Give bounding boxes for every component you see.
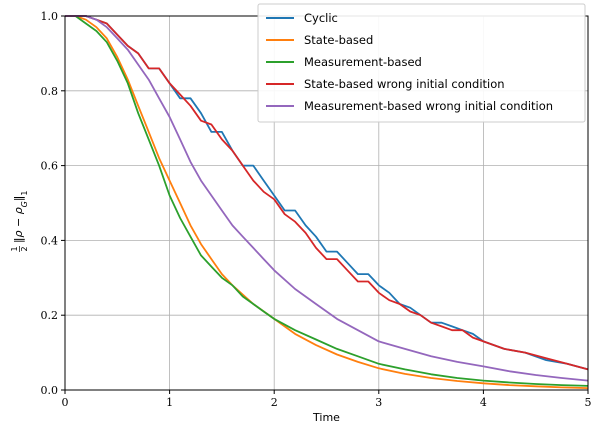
- series-line-1: [65, 15, 589, 389]
- series-line-2: [65, 15, 589, 387]
- y-tick-label-5: 1.0: [41, 10, 59, 23]
- legend-label-3: State-based wrong initial condition: [304, 77, 505, 91]
- series-layer: [65, 15, 589, 389]
- legend-label-4: Measurement-based wrong initial conditio…: [304, 99, 553, 113]
- x-tick-label-4: 4: [480, 396, 487, 409]
- series-line-3: [65, 15, 589, 371]
- axis-ticks: 0 1 2 3 4 5 0.0 0.2 0.4 0.6 0.8 1.0: [41, 10, 592, 409]
- legend-box: [257, 3, 586, 123]
- y-label-fraction-numerator: 1: [10, 246, 19, 251]
- x-axis-label: Time: [312, 411, 340, 424]
- y-label-norm: 1: [20, 191, 29, 196]
- x-tick-label-5: 5: [585, 396, 592, 409]
- legend-label-0: Cyclic: [304, 11, 338, 25]
- series-line-4: [65, 15, 589, 382]
- y-tick-label-3: 0.6: [41, 160, 59, 173]
- y-tick-label-1: 0.2: [41, 309, 59, 322]
- y-label-text: ‖ρ − ρG‖1: [12, 191, 29, 243]
- x-tick-label-0: 0: [62, 396, 69, 409]
- y-axis-label: 1 2 ‖ρ − ρG‖1: [10, 191, 29, 252]
- y-tick-label-0: 0.0: [41, 384, 59, 397]
- legend: Cyclic State-based Measurement-based State-…: [257, 3, 586, 123]
- x-tick-label-3: 3: [375, 396, 382, 409]
- y-label-sub: G: [20, 201, 29, 207]
- y-label-main: ‖ρ − ρ: [12, 207, 25, 243]
- legend-label-2: Measurement-based: [304, 55, 422, 69]
- y-label-fraction-denominator: 2: [20, 246, 29, 251]
- y-label-suffix: ‖: [12, 196, 25, 202]
- legend-label-1: State-based: [304, 33, 373, 47]
- y-tick-label-2: 0.4: [41, 234, 59, 247]
- x-tick-label-2: 2: [271, 396, 278, 409]
- y-tick-label-4: 0.8: [41, 85, 59, 98]
- x-tick-label-1: 1: [166, 396, 173, 409]
